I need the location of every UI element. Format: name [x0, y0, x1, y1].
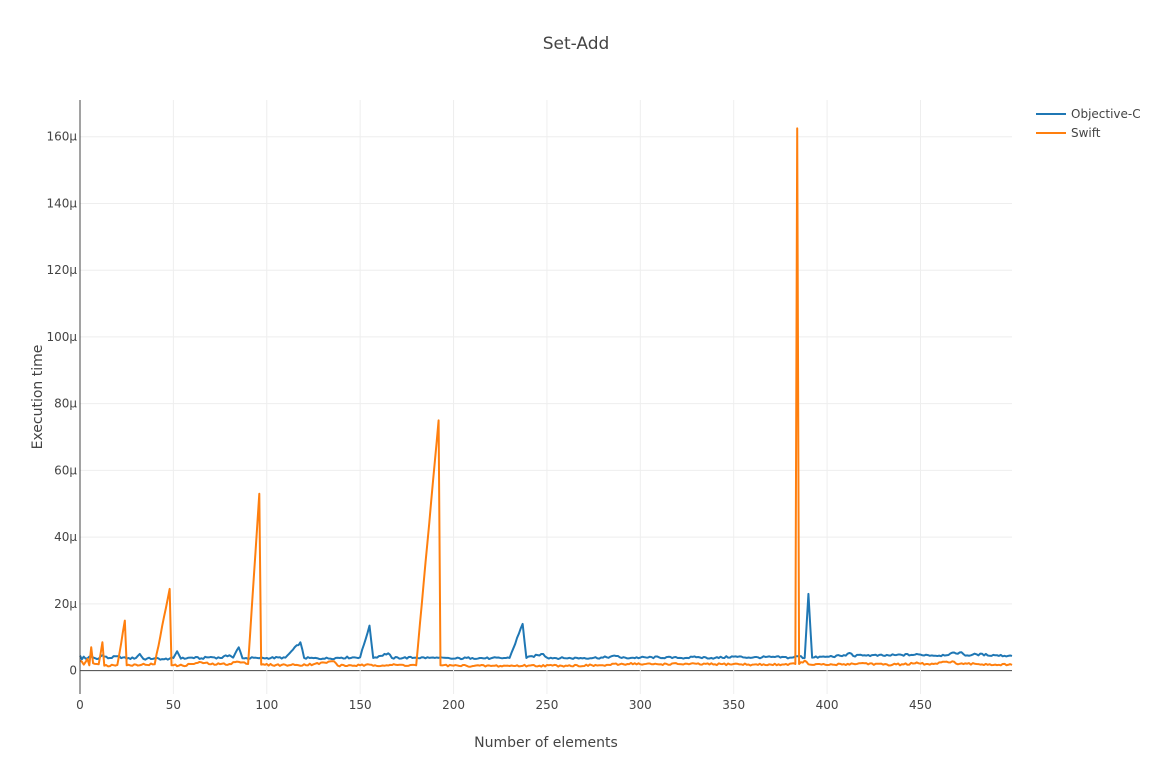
y-tick-label: 40µ [54, 530, 77, 544]
series-line-objective-c [79, 592, 1013, 661]
y-tick-label: 140µ [46, 196, 77, 210]
plot-area [79, 127, 1013, 668]
x-axis-title: Number of elements [474, 735, 618, 751]
x-tick-label: 250 [535, 698, 558, 712]
legend-item-swift[interactable]: Swift [1036, 126, 1101, 140]
y-gridlines [80, 136, 1012, 672]
x-tick-label: 300 [629, 698, 652, 712]
y-tick-label: 20µ [54, 597, 77, 611]
legend-label: Swift [1071, 126, 1101, 140]
x-tick-label: 350 [722, 698, 745, 712]
y-tick-label: 60µ [54, 463, 77, 477]
x-tick-label: 200 [442, 698, 465, 712]
y-tick-label: 160µ [46, 130, 77, 144]
legend-item-objective-c[interactable]: Objective-C [1036, 107, 1141, 121]
x-tick-label: 0 [76, 698, 84, 712]
y-tick-label: 120µ [46, 263, 77, 277]
y-tick-labels: 0 20µ 40µ 60µ 80µ 100µ 120µ 140µ 160µ [46, 130, 77, 678]
x-gridlines [172, 100, 921, 694]
x-tick-label: 400 [816, 698, 839, 712]
legend[interactable]: Objective-C Swift [1036, 107, 1141, 140]
x-tick-labels: 0 50 100 150 200 250 300 350 400 450 [76, 698, 932, 712]
series-line-swift [79, 127, 1013, 668]
y-axis-title: Execution time [30, 345, 46, 450]
x-tick-label: 50 [166, 698, 181, 712]
x-tick-label: 150 [349, 698, 372, 712]
x-tick-label: 100 [255, 698, 278, 712]
x-tick-label: 450 [909, 698, 932, 712]
y-tick-label: 0 [69, 664, 77, 678]
legend-label: Objective-C [1071, 107, 1141, 121]
y-tick-label: 100µ [46, 330, 77, 344]
chart-title: Set-Add [543, 34, 610, 54]
y-tick-label: 80µ [54, 397, 77, 411]
